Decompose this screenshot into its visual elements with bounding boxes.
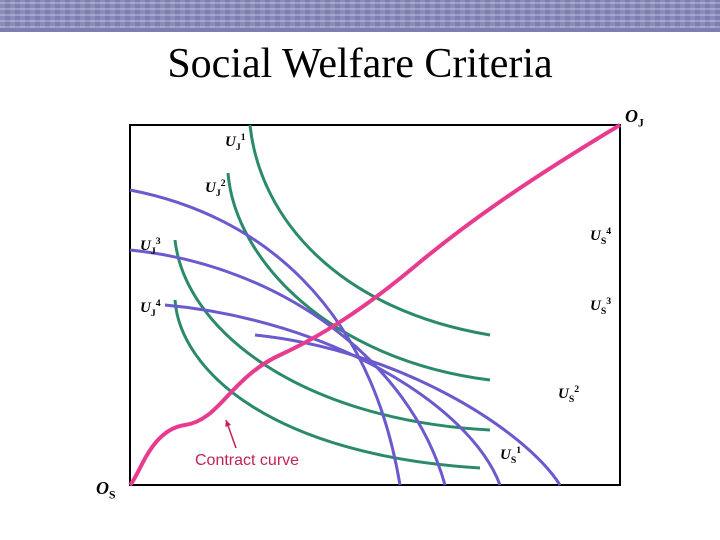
us-curve-2 xyxy=(130,250,445,485)
uj-label-4: UJ4 xyxy=(140,298,161,319)
us-label-2: US2 xyxy=(558,384,579,405)
origin-os-label: OS xyxy=(96,478,116,502)
us-label-1: US1 xyxy=(500,445,521,466)
diagram-box xyxy=(130,125,620,485)
contract-curve xyxy=(130,125,620,485)
j-indifference-curves xyxy=(175,125,490,468)
us-label-4: US4 xyxy=(590,226,611,247)
uj-label-2: UJ2 xyxy=(205,178,226,199)
us-label-3: US3 xyxy=(590,296,611,317)
contract-curve-annotation: Contract curve xyxy=(195,452,299,470)
annotation-arrow-head xyxy=(225,420,231,427)
uj-label-1: UJ1 xyxy=(225,132,246,153)
origin-oj-label: OJ xyxy=(625,106,644,130)
s-indifference-curves xyxy=(130,190,560,485)
edgeworth-diagram xyxy=(0,0,720,540)
uj-label-3: UJ3 xyxy=(140,236,161,257)
